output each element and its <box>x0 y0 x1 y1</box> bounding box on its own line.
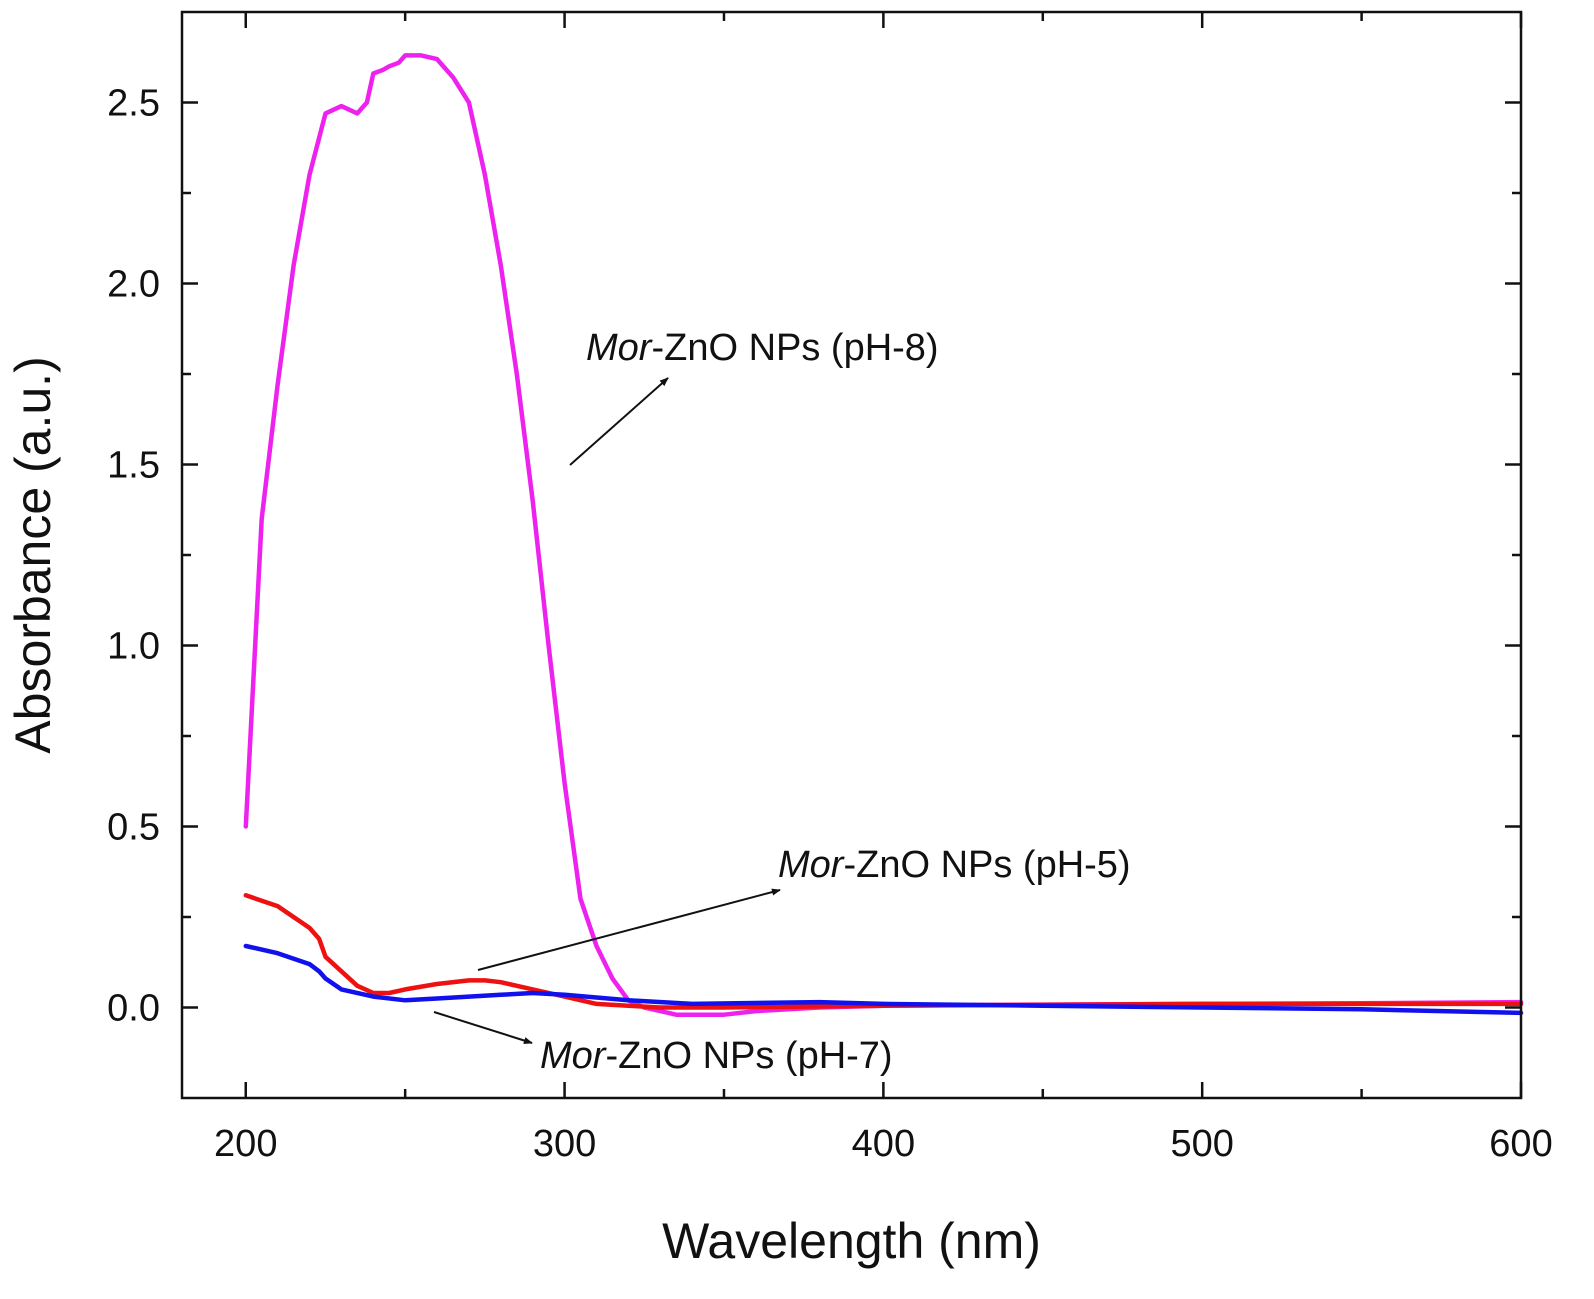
series-layer <box>243 53 1524 1017</box>
annotation-italic-part: Mor <box>778 844 845 886</box>
y-tick-label: 0.0 <box>107 988 160 1030</box>
series-line-3 <box>243 943 1524 1016</box>
y-tick-label: 1.0 <box>107 626 160 668</box>
x-tick-label: 500 <box>1170 1123 1233 1165</box>
x-tick-label: 600 <box>1489 1123 1552 1165</box>
y-tick-label: 2.0 <box>107 264 160 306</box>
annotation-arrow <box>477 888 781 971</box>
series-annotation-1: Mor-ZnO NPs (pH-8) <box>569 327 939 466</box>
tick-layer: 200 300 400 500 600 0.0 0.5 1.0 1.5 2.0 2.5 <box>107 12 1553 1165</box>
series-line-1 <box>243 53 1524 1017</box>
annotation-italic-part: Mor <box>540 1035 607 1077</box>
annotation-text-part: -ZnO NPs (pH-8) <box>651 327 938 369</box>
annotation-italic-part: Mor <box>586 327 653 369</box>
annotation-arrow <box>569 377 669 466</box>
x-tick-label: 400 <box>852 1123 915 1165</box>
annotation-layer: Mor-ZnO NPs (pH-8)Mor-ZnO NPs (pH-5)Mor-… <box>433 327 1131 1077</box>
x-tick-label: 200 <box>214 1123 277 1165</box>
y-tick-label: 2.5 <box>107 83 160 125</box>
annotation-label: Mor-ZnO NPs (pH-7) <box>540 1035 893 1077</box>
series-annotation-3: Mor-ZnO NPs (pH-7) <box>433 1011 893 1077</box>
x-tick-label: 300 <box>533 1123 596 1165</box>
annotation-text-part: -ZnO NPs (pH-5) <box>843 844 1130 886</box>
annotation-text-part: -ZnO NPs (pH-7) <box>605 1035 892 1077</box>
y-tick-label: 0.5 <box>107 807 160 849</box>
series-line-2 <box>243 893 1524 1010</box>
y-axis-title: Absorbance (a.u.) <box>5 356 61 753</box>
x-axis-title: Wavelength (nm) <box>662 1213 1041 1269</box>
annotation-label: Mor-ZnO NPs (pH-5) <box>778 844 1131 886</box>
y-tick-label: 1.5 <box>107 445 160 487</box>
plot-frame <box>180 10 1523 1100</box>
annotation-arrow <box>433 1011 533 1044</box>
series-annotation-2: Mor-ZnO NPs (pH-5) <box>477 844 1131 971</box>
annotation-label: Mor-ZnO NPs (pH-8) <box>586 327 939 369</box>
